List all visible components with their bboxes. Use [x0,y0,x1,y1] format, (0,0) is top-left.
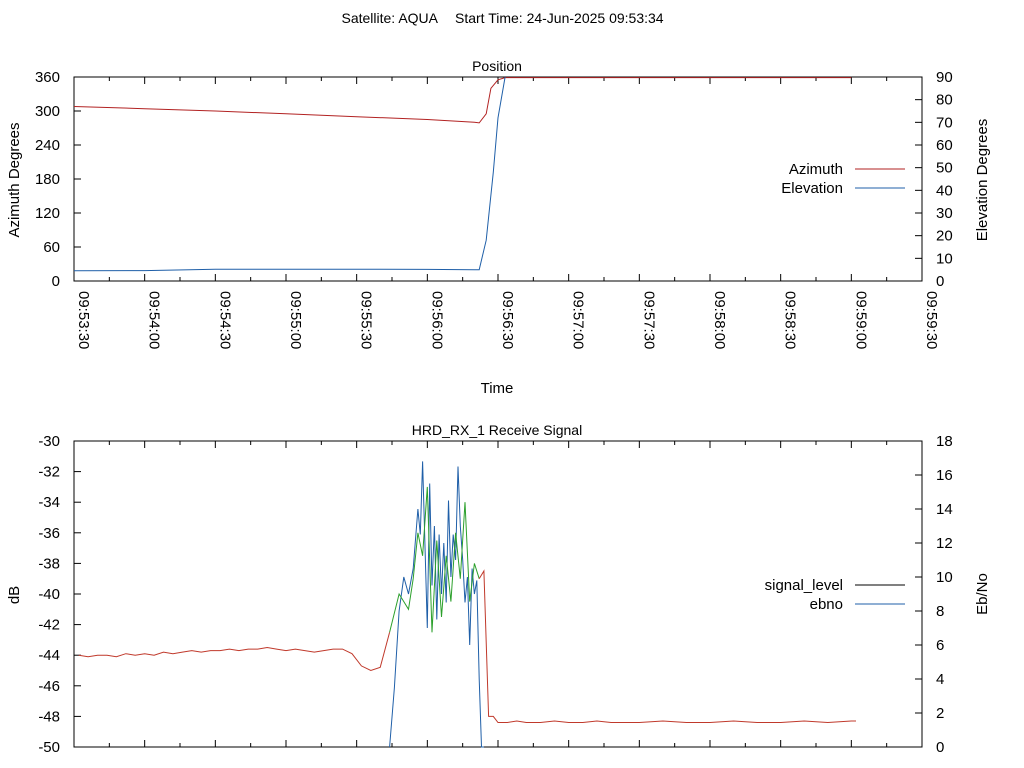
position-legend: Azimuth Elevation [781,161,905,197]
position-xtick-label: 09:54:00 [146,291,163,349]
signal-ytick-right-label: 6 [936,637,944,654]
position-ytick-right-label: 80 [936,92,953,109]
position-ytick-right-label: 50 [936,160,953,177]
signal-legend: signal_level ebno [765,577,905,613]
signal-ytick-left-label: -32 [38,464,60,481]
legend-ebno-label: ebno [810,596,843,613]
signal-ytick-right-label: 10 [936,569,953,586]
signal-ytick-left-label: -50 [38,739,60,756]
elevation-series-line [73,76,506,272]
position-xtick-label: 09:55:30 [358,291,375,349]
signal-plot-frame [73,440,923,748]
signal-level-series-line-tail [478,569,856,724]
position-chart: Position 0 60 120 180 240 300 360 0 10 20 30 40 50 60… [6,58,991,397]
signal-ytick-left-label: -38 [38,555,60,572]
position-chart-title: Position [472,58,522,74]
position-plot-frame [73,76,923,282]
position-x-axis-label: Time [481,380,514,397]
position-ytick-left-label: 300 [35,103,60,120]
position-ytick-right-label: 60 [936,137,953,154]
position-ytick-right-label: 0 [936,273,944,290]
signal-ytick-right-label: 14 [936,501,953,518]
position-ytick-left-label: 60 [43,239,60,256]
position-series [73,76,852,272]
position-xtick-label: 09:55:00 [287,291,304,349]
position-ytick-left-label: 180 [35,171,60,188]
signal-ytick-right-label: 16 [936,467,953,484]
position-ytick-left-label: 240 [35,137,60,154]
legend-signal-level-label: signal_level [765,577,843,594]
position-xtick-label: 09:57:30 [640,291,657,349]
signal-ytick-right-label: 8 [936,603,944,620]
position-ytick-left-label: 360 [35,69,60,86]
signal-ytick-left-label: -30 [38,433,60,450]
position-y-right-label: Elevation Degrees [974,119,991,242]
signal-ytick-left-label: -40 [38,586,60,603]
position-ticks: 0 60 120 180 240 300 360 0 10 20 30 40 50 60 70 80 90 09:… [35,69,953,349]
position-xtick-label: 09:54:30 [216,291,233,349]
signal-chart-title: HRD_RX_1 Receive Signal [412,422,582,438]
signal-y-left-label: dB [6,586,23,604]
signal-ytick-right-label: 4 [936,671,944,688]
signal-ytick-left-label: -44 [38,647,60,664]
position-y-left-label: Azimuth Degrees [6,122,23,237]
position-ytick-left-label: 120 [35,205,60,222]
position-ytick-right-label: 40 [936,182,953,199]
signal-ytick-right-label: 2 [936,705,944,722]
signal-chart: HRD_RX_1 Receive Signal -50-48-46-44-42-… [6,422,991,756]
signal-ytick-left-label: -48 [38,708,60,725]
header-satellite: Satellite: AQUA [342,10,439,26]
signal-level-locked-line [389,486,480,633]
position-xtick-label: 09:56:30 [499,291,516,349]
header-start-time: Start Time: 24-Jun-2025 09:53:34 [455,10,664,26]
position-xtick-label: 09:59:00 [852,291,869,349]
signal-ytick-left-label: -36 [38,525,60,542]
signal-ticks: -50 -48 -46 -44 -42 -40 -38 -36 -34 -32 -30 0 2 4 6 8 10… [38,433,952,756]
ebno-series-line [389,461,484,748]
legend-elevation-label: Elevation [781,180,843,197]
position-ytick-right-label: 30 [936,205,953,222]
position-xtick-label: 09:58:30 [782,291,799,349]
signal-ytick-left-label: -34 [38,494,60,511]
signal-y-right-label: Eb/No [974,573,991,615]
signal-ytick-right-label: 12 [936,535,953,552]
signal-ytick-right-label: 18 [936,433,953,450]
azimuth-series-line [73,77,852,124]
signal-ytick-left-label: -46 [38,678,60,695]
position-ytick-left-label: 0 [52,273,60,290]
position-xtick-label: 09:53:30 [75,291,92,349]
position-xtick-label: 09:58:00 [711,291,728,349]
signal-ytick-left-label: -42 [38,617,60,634]
signal-level-series-line [78,632,391,672]
signal-series [78,461,856,748]
position-xtick-label: 09:59:30 [923,291,940,349]
position-ytick-right-label: 70 [936,114,953,131]
position-ytick-right-label: 90 [936,69,953,86]
signal-ytick-right-label: 0 [936,739,944,756]
position-xtick-label: 09:57:00 [570,291,587,349]
legend-azimuth-label: Azimuth [789,161,843,178]
position-ytick-right-label: 20 [936,228,953,245]
position-ytick-right-label: 10 [936,250,953,267]
position-xtick-label: 09:56:00 [428,291,445,349]
